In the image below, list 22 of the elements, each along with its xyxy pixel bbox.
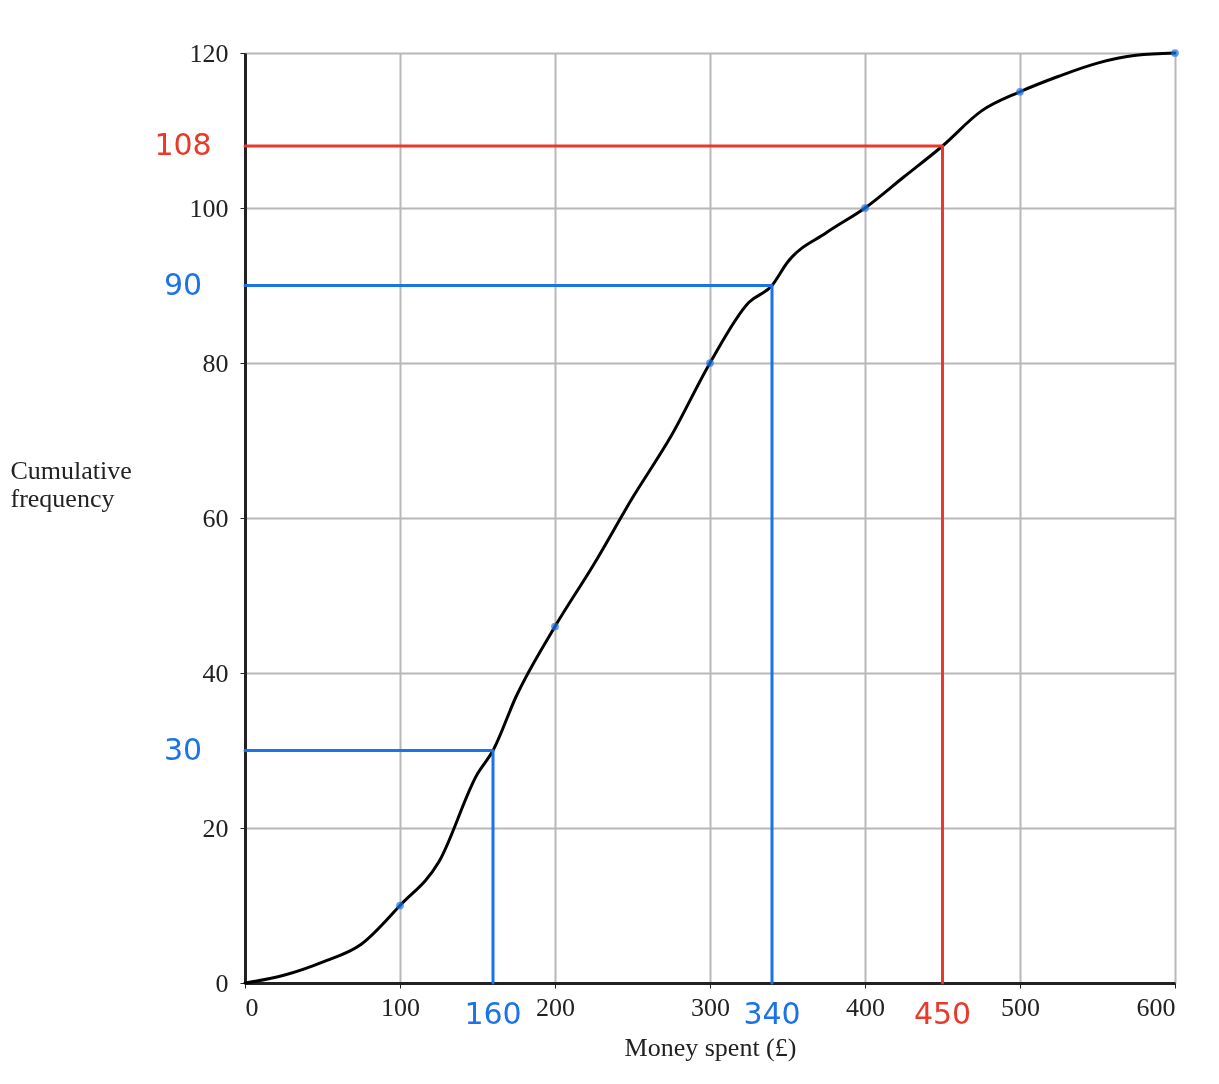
x-tick-label: 0	[245, 992, 259, 1022]
annotation: 30	[163, 731, 203, 767]
annotation: 108	[154, 127, 212, 162]
y-tick-label: 40	[202, 658, 229, 688]
y-tick-label: 100	[189, 193, 229, 223]
y-tick-label: 80	[202, 348, 229, 378]
annotation: 90	[163, 266, 203, 302]
y-tick-label: 60	[202, 503, 229, 533]
x-tick-label: 400	[846, 992, 885, 1022]
y-tick-label: 120	[189, 38, 229, 68]
annotation: 340	[743, 996, 801, 1031]
x-tick-label: 100	[381, 992, 420, 1022]
x-tick-label: 300	[691, 992, 730, 1022]
annotation: 160	[464, 996, 522, 1031]
x-tick-label: 200	[536, 992, 575, 1022]
x-tick-label: 600	[1136, 992, 1176, 1022]
x-axis-title: Money spent (£)	[624, 1032, 797, 1062]
y-tick-label: 0	[215, 968, 229, 998]
y-axis-title: Cumulative frequency	[10, 455, 132, 513]
x-tick-label: 500	[1001, 992, 1040, 1022]
annotation: 450	[913, 996, 972, 1031]
y-tick-label: 20	[202, 813, 229, 843]
